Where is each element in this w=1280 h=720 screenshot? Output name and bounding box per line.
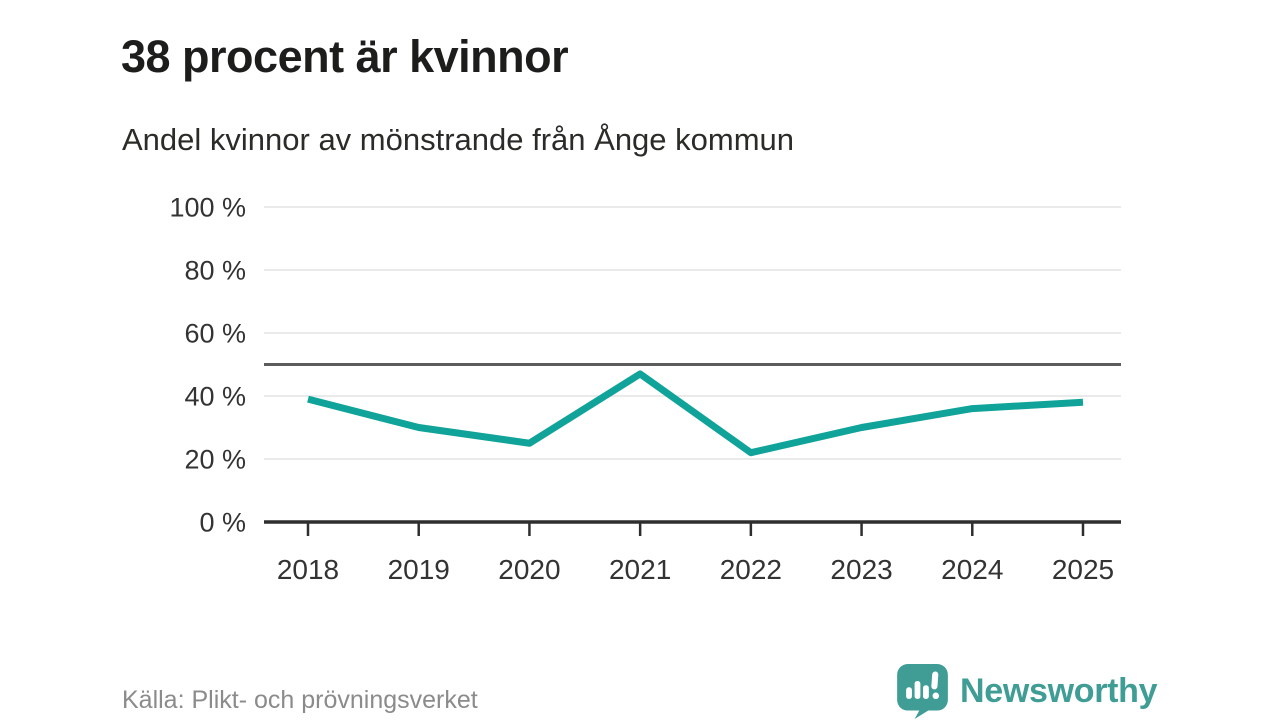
x-tick-label: 2023 (830, 554, 892, 585)
speech-bubble-shape (897, 664, 948, 719)
x-tick-label: 2018 (277, 554, 339, 585)
x-tick-label: 2025 (1052, 554, 1114, 585)
logo-bar-1 (906, 687, 912, 699)
page-title: 38 procent är kvinnor (121, 31, 569, 83)
y-tick-label: 20 % (184, 445, 246, 475)
x-tick-label: 2019 (388, 554, 450, 585)
x-tick-label: 2020 (498, 554, 560, 585)
x-tick-label: 2024 (941, 554, 1003, 585)
y-tick-label: 80 % (184, 256, 246, 286)
newsworthy-logo: Newsworthy (896, 662, 1158, 720)
y-tick-label: 40 % (184, 382, 246, 412)
brand-name: Newsworthy (960, 671, 1158, 710)
series-line (307, 370, 1084, 457)
newsworthy-chart-bubble-icon (897, 664, 948, 719)
x-tick-label: 2022 (720, 554, 782, 585)
logo-bar-2 (914, 680, 921, 699)
y-tick-label: 0 % (199, 508, 246, 538)
logo-bar-3 (923, 685, 929, 699)
y-tick-label: 60 % (184, 319, 246, 349)
logo-exclamation-stroke (931, 671, 939, 690)
x-tick-label: 2021 (609, 554, 671, 585)
source-note: Källa: Plikt- och prövningsverket (122, 686, 478, 714)
logo-exclamation-dot (932, 692, 940, 700)
chart-subtitle: Andel kvinnor av mönstrande från Ånge ko… (122, 122, 795, 157)
y-tick-label: 100 % (169, 193, 246, 223)
